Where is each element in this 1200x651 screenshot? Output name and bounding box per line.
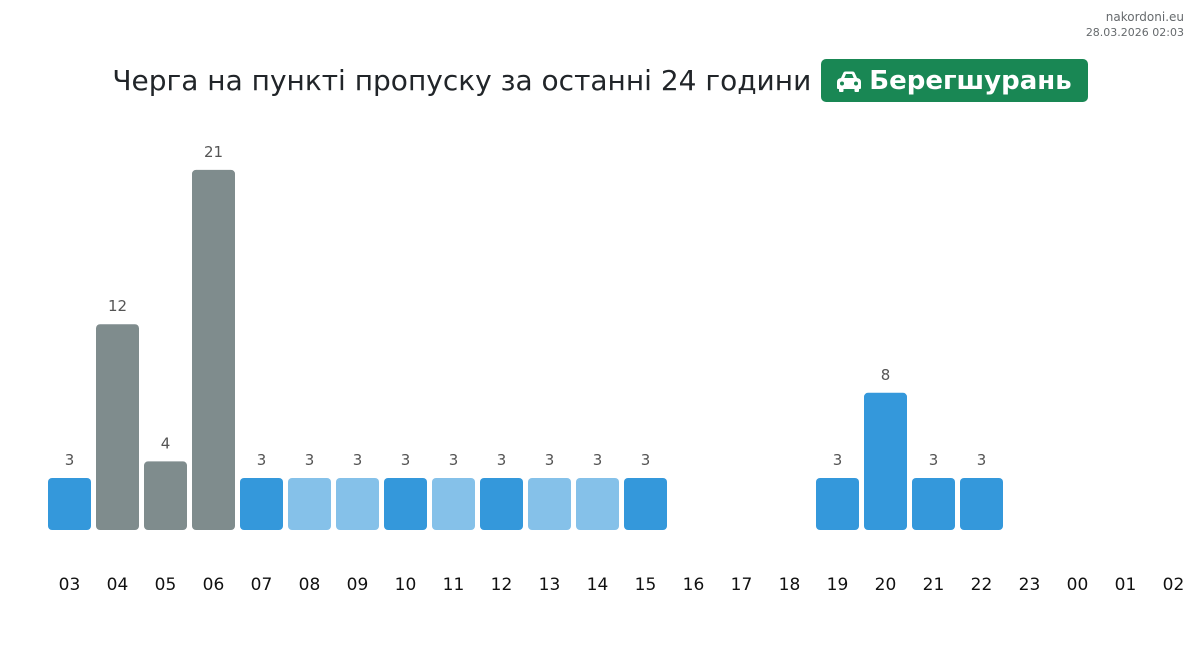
x-tick-14: 14 [587, 575, 609, 595]
bar-20 [864, 392, 907, 530]
x-tick-17: 17 [731, 575, 753, 595]
data-label-08: 3 [305, 451, 315, 469]
x-tick-08: 08 [299, 575, 321, 595]
x-tick-07: 07 [251, 575, 273, 595]
data-label-22: 3 [977, 451, 987, 469]
data-label-20: 8 [881, 366, 891, 384]
bar-04 [96, 324, 139, 530]
site-name: nakordoni.eu [1105, 10, 1184, 24]
x-tick-06: 06 [203, 575, 225, 595]
x-tick-05: 05 [155, 575, 177, 595]
data-label-11: 3 [449, 451, 459, 469]
bar-19 [816, 478, 859, 530]
bar-15 [624, 478, 667, 530]
data-label-07: 3 [257, 451, 267, 469]
checkpoint-name: Берегшурань [869, 65, 1072, 96]
x-tick-09: 09 [347, 575, 369, 595]
title-row: Черга на пункті пропуску за останні 24 г… [0, 59, 1200, 102]
bar-05 [144, 461, 187, 530]
bar-13 [528, 478, 571, 530]
bar-08 [288, 478, 331, 530]
x-tick-19: 19 [827, 575, 849, 595]
checkpoint-badge: Берегшурань [821, 59, 1088, 102]
bar-22 [960, 478, 1003, 530]
bar-21 [912, 478, 955, 530]
data-label-14: 3 [593, 451, 603, 469]
timestamp: 28.03.2026 02:03 [1085, 26, 1184, 39]
bar-09 [336, 478, 379, 530]
data-label-10: 3 [401, 451, 411, 469]
car-icon [837, 71, 862, 92]
bar-06 [192, 169, 235, 530]
x-tick-10: 10 [395, 575, 417, 595]
x-tick-13: 13 [539, 575, 561, 595]
x-tick-00: 00 [1067, 575, 1089, 595]
bar-03 [48, 478, 91, 530]
data-label-05: 4 [161, 434, 171, 452]
data-label-13: 3 [545, 451, 555, 469]
x-tick-16: 16 [683, 575, 705, 595]
site-block: nakordoni.eu 28.03.2026 02:03 [1086, 9, 1184, 41]
bar-07 [240, 478, 283, 530]
x-tick-18: 18 [779, 575, 801, 595]
x-tick-01: 01 [1115, 575, 1137, 595]
x-tick-23: 23 [1019, 575, 1041, 595]
x-tick-22: 22 [971, 575, 993, 595]
data-label-15: 3 [641, 451, 651, 469]
x-tick-15: 15 [635, 575, 657, 595]
bar-10 [384, 478, 427, 530]
x-tick-21: 21 [923, 575, 945, 595]
data-label-21: 3 [929, 451, 939, 469]
x-tick-04: 04 [107, 575, 129, 595]
bar-11 [432, 478, 475, 530]
data-label-06: 21 [204, 143, 223, 161]
x-tick-11: 11 [443, 575, 465, 595]
x-tick-03: 03 [59, 575, 81, 595]
bar-12 [480, 478, 523, 530]
x-tick-02: 02 [1163, 575, 1185, 595]
data-label-03: 3 [65, 451, 75, 469]
chart-title: Черга на пункті пропуску за останні 24 г… [112, 64, 812, 97]
data-label-09: 3 [353, 451, 363, 469]
data-label-04: 12 [108, 297, 127, 315]
bar-14 [576, 478, 619, 530]
data-label-12: 3 [497, 451, 507, 469]
x-tick-12: 12 [491, 575, 513, 595]
x-tick-20: 20 [875, 575, 897, 595]
data-label-19: 3 [833, 451, 843, 469]
